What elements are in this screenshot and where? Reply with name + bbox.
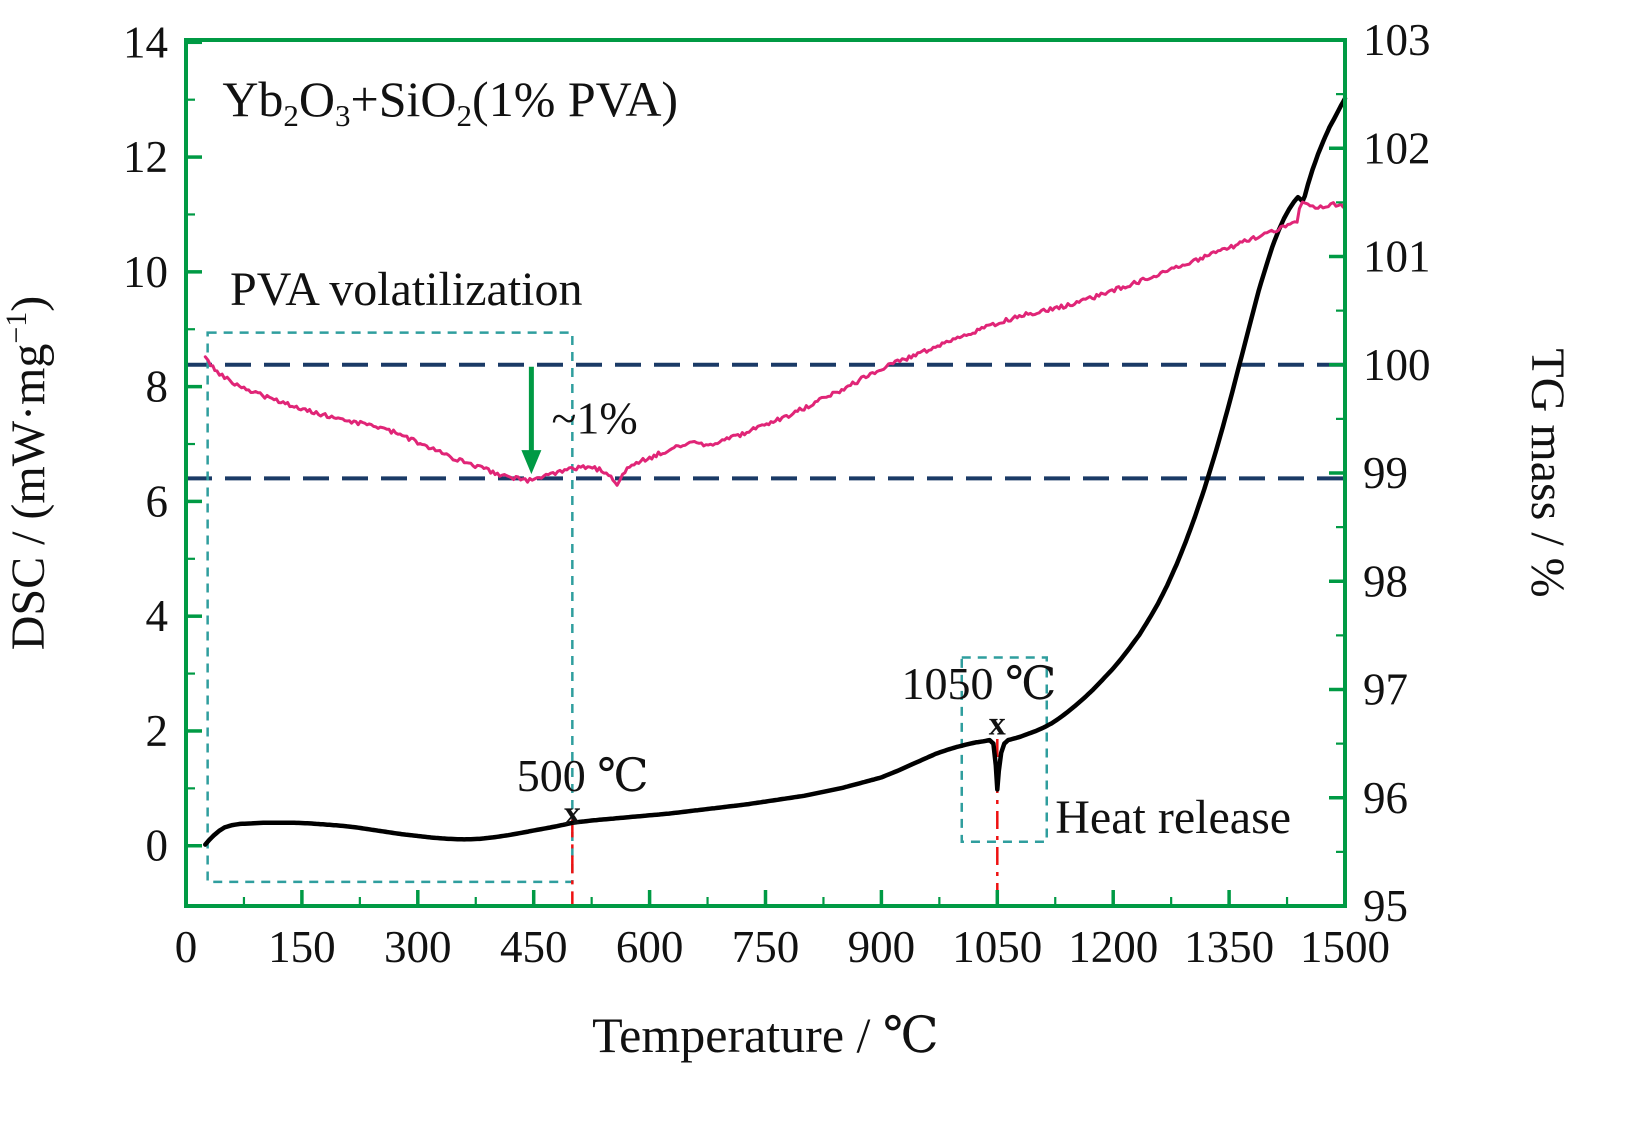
- plot-frame: [184, 38, 1347, 908]
- event-marker-500: x: [564, 795, 581, 832]
- dsc-curve: [203, 96, 1348, 847]
- pva-region-box: [206, 331, 574, 884]
- x-tick-label: 750: [732, 922, 800, 972]
- event-marker-1050: x: [989, 706, 1006, 743]
- x-tick-label: 1050: [952, 922, 1042, 972]
- y-right-tick-label: 95: [1363, 881, 1408, 931]
- pva-volatilization-label: PVA volatilization: [230, 263, 582, 316]
- y-right-tick-label: 102: [1363, 123, 1431, 173]
- y-left-tick-labels: 0 2 4 6 8 10 12 14: [123, 17, 168, 870]
- y-right-tick-label: 101: [1363, 232, 1431, 282]
- x-tick-label: 150: [268, 922, 336, 972]
- x-axis-title: Temperature / ℃: [592, 1007, 939, 1063]
- x-tick-label: 1350: [1184, 922, 1274, 972]
- temp-1050-label: 1050 ℃: [901, 658, 1056, 709]
- y-left-tick-label: 2: [146, 706, 169, 756]
- y-left-tick-label: 14: [123, 17, 168, 67]
- x-tick-label: 0: [175, 922, 198, 972]
- y-left-tick-label: 0: [146, 821, 169, 871]
- chart-title: Yb2O3+SiO2(1% PVA): [222, 71, 678, 133]
- y-left-tick-label: 8: [146, 362, 169, 412]
- y-left-tick-label: 6: [146, 476, 169, 526]
- y-right-tick-label: 96: [1363, 773, 1408, 823]
- heat-release-box: [960, 656, 1049, 843]
- y-left-tick-label: 12: [123, 132, 168, 182]
- x-tick-labels: 0 150 300 450 600 750 900 1050 1200 1350 1500: [175, 922, 1390, 972]
- heat-release-label: Heat release: [1055, 791, 1291, 844]
- temp-500-label: 500 ℃: [517, 750, 649, 801]
- tg-curve: [203, 200, 1347, 487]
- mass-loss-arrow: [521, 366, 542, 475]
- mass-loss-label: ~1%: [551, 393, 637, 444]
- y-right-tick-label: 98: [1363, 556, 1408, 606]
- y-right-tick-label: 103: [1363, 15, 1431, 65]
- y-right-tick-label: 100: [1363, 340, 1431, 390]
- x-tick-label: 900: [848, 922, 916, 972]
- y-right-tick-labels: 95 96 97 98 99 100 101 102 103: [1363, 15, 1431, 931]
- y-right-tick-label: 97: [1363, 665, 1408, 715]
- y-left-axis-title: DSC / (mW·mg−1): [0, 296, 55, 651]
- x-tick-label: 300: [384, 922, 452, 972]
- y-right-axis-title: TG mass / %: [1521, 348, 1574, 597]
- x-tick-label: 450: [500, 922, 568, 972]
- x-tick-label: 1200: [1068, 922, 1158, 972]
- y-right-tick-label: 99: [1363, 448, 1408, 498]
- x-tick-label: 1500: [1300, 922, 1390, 972]
- x-tick-label: 600: [616, 922, 684, 972]
- y-left-tick-label: 10: [123, 247, 168, 297]
- y-left-tick-label: 4: [146, 591, 169, 641]
